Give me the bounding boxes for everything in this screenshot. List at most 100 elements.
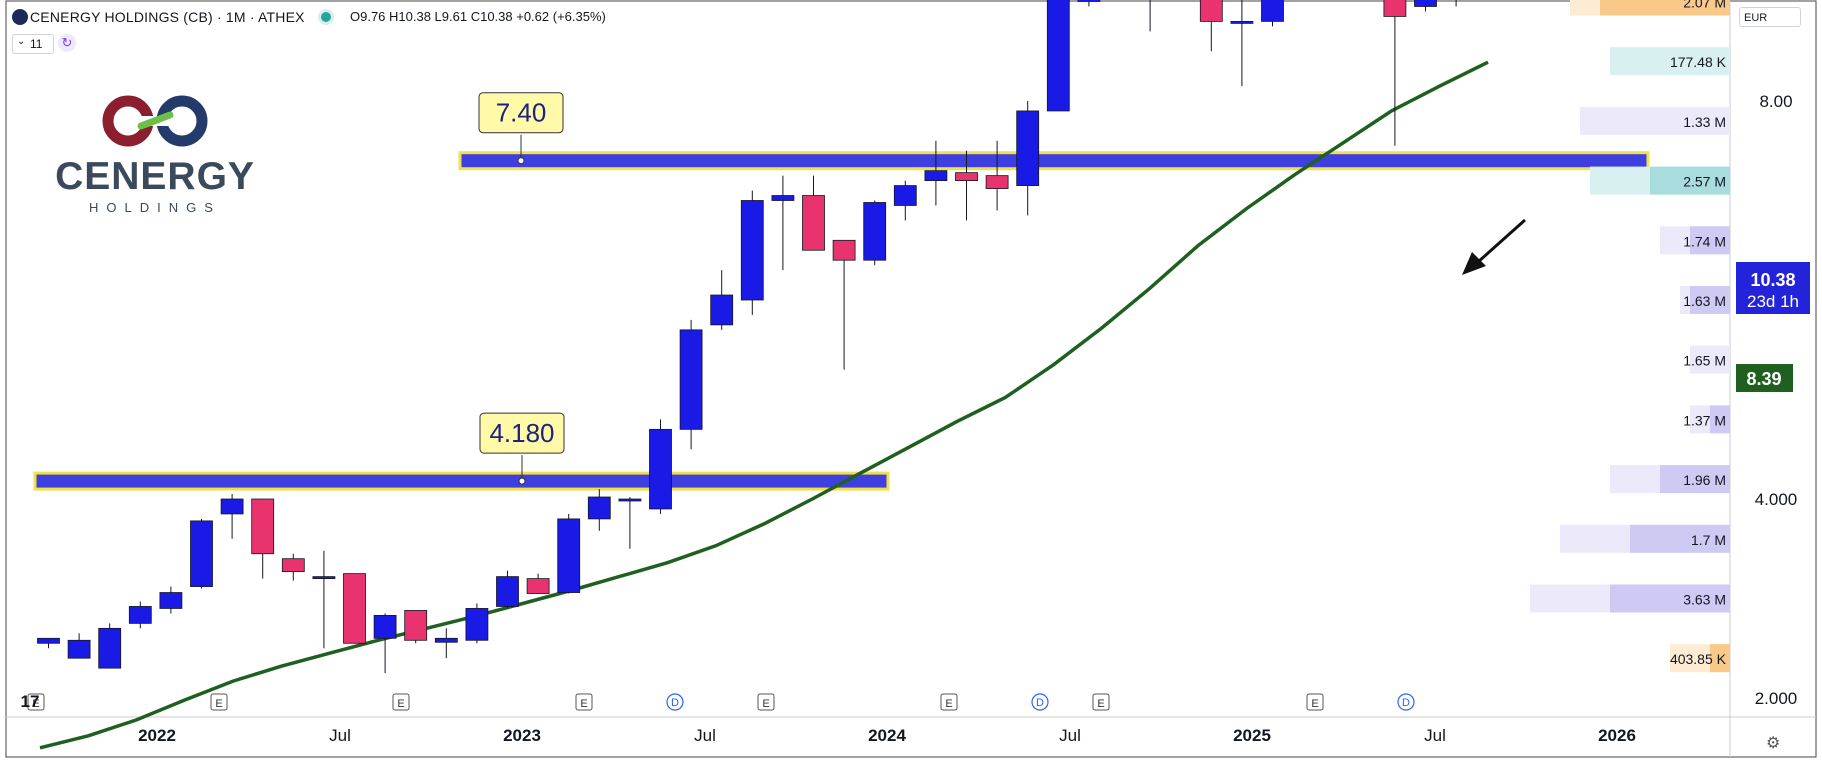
level-7.40[interactable]: 7.40 [458,92,1650,171]
candle[interactable] [1199,0,1223,52]
earnings-icon [757,693,775,711]
candle-body [281,558,305,573]
candle-body [404,610,428,641]
candle[interactable] [649,419,672,514]
currency-selector[interactable]: EUR [1739,7,1801,27]
candle[interactable] [1230,0,1254,87]
volume-row: 2.07 M [1570,0,1730,16]
x-tick-label: 2026 [1598,726,1636,745]
candle[interactable] [465,603,489,644]
dividend-marker[interactable]: D [1397,693,1415,711]
candle[interactable] [893,180,917,221]
candle[interactable] [587,489,611,531]
candle-body [1077,0,1101,2]
candle[interactable] [404,610,428,644]
earnings-marker[interactable]: E [575,693,593,711]
candle[interactable] [373,613,397,674]
candle[interactable] [1046,0,1070,112]
earnings-marker[interactable]: E [757,693,775,711]
candle[interactable] [832,239,856,370]
dividend-icon [1397,693,1415,711]
market-status-icon [321,12,331,22]
earnings-letter: E [945,698,952,710]
candle[interactable] [955,150,978,221]
candle[interactable] [771,175,795,271]
volume-row: 177.48 K [1610,47,1730,76]
candle[interactable] [1077,0,1101,7]
candle[interactable] [863,200,887,266]
candle[interactable] [67,633,91,659]
candle[interactable] [37,637,60,649]
tradingview-logo-icon[interactable]: 17 [21,692,40,711]
earnings-marker[interactable]: E [210,693,228,711]
volume-row: 1.33 M [1580,106,1730,135]
arrow-shaft [1477,218,1526,264]
interval-selector[interactable]: ⌄ 11 [12,34,54,54]
volume-bar [1580,106,1730,135]
candle-body [67,639,91,659]
candle[interactable] [924,140,948,206]
dividend-marker[interactable]: D [666,693,684,711]
candle[interactable] [679,319,703,450]
candle[interactable] [220,494,244,539]
candle[interactable] [618,497,642,549]
level-anchor [517,157,525,165]
candle[interactable] [159,586,183,614]
x-tick-label: 2024 [868,726,906,745]
earnings-icon [210,693,228,711]
candle-body [465,608,489,641]
level-label: 7.40 [496,98,547,128]
earnings-marker[interactable]: E [27,693,45,711]
candle[interactable] [281,553,305,581]
volume-label: 177.48 K [1670,54,1727,70]
settings-gear-icon[interactable]: ⚙ [1766,735,1781,752]
candle[interactable] [710,270,734,330]
dividend-letter: D [671,697,679,709]
candle-body [1016,110,1040,186]
candles [37,0,1457,674]
candle[interactable] [128,601,152,629]
candle[interactable] [312,550,336,649]
symbol-title[interactable]: CENERGY HOLDINGS (CB) · 1M · ATHEX [30,9,305,25]
earnings-letter: E [580,698,587,710]
candle-body [312,576,336,580]
earnings-letter: E [215,698,222,710]
earnings-marker[interactable]: E [1306,693,1324,711]
candle[interactable] [434,628,458,659]
candle[interactable] [251,498,275,579]
candle-body [190,520,213,587]
price-tags: 10.38 23d 1h 8.39 17 [21,262,1810,711]
interval-value: 11 [30,37,43,51]
candle-body [710,294,734,326]
candle-body [863,202,887,261]
candle[interactable] [1383,0,1407,146]
candle[interactable] [343,573,366,644]
candle-body [557,518,581,593]
earnings-marker[interactable]: E [940,693,958,711]
candle[interactable] [496,570,519,609]
candle[interactable] [526,573,550,594]
candle[interactable] [557,513,581,594]
candle[interactable] [1414,0,1437,12]
candle[interactable] [802,175,825,251]
earnings-icon [392,693,410,711]
volume-row: 1.37 M [1683,405,1730,434]
candle[interactable] [985,140,1009,211]
earnings-marker[interactable]: E [392,693,410,711]
candle[interactable] [1261,0,1284,27]
dividend-marker[interactable]: D [1031,693,1049,711]
refresh-icon[interactable]: ↻ [58,34,76,52]
candle[interactable] [1139,0,1161,32]
candle[interactable] [740,190,764,315]
earnings-letter: E [1097,698,1104,710]
candle[interactable] [190,518,213,589]
level-4.180[interactable]: 4.180 [33,412,890,491]
candle[interactable] [98,623,122,669]
candle[interactable] [1016,101,1040,216]
volume-bar-dark [1690,226,1730,255]
earnings-marker[interactable]: E [1092,693,1110,711]
moving-average [39,60,1489,750]
